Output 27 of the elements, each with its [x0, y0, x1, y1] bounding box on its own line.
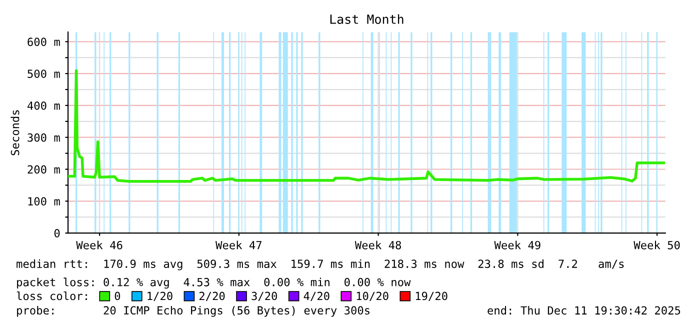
legend-label: 19/20 — [416, 292, 448, 302]
text: median rtt: 170.9 ms avg 509.3 ms max 159.7 ms min 218.3 ms now 23.8 ms sd 7.2 am/s — [16, 259, 624, 270]
y-axis-title: Seconds — [10, 110, 20, 156]
x-tick-label: Week 46 — [76, 240, 122, 250]
legend-title: loss color: — [16, 292, 87, 300]
legend-label: 2/20 — [199, 292, 225, 302]
x-tick-label: Week 48 — [354, 240, 402, 250]
x-tick-label: Week 47 — [216, 240, 262, 250]
y-tick-label: 0 — [54, 229, 60, 238]
y-tick-label: 500 m — [28, 70, 60, 78]
legend-label: 3/20 — [252, 292, 277, 302]
y-tick-label: 300 m — [28, 133, 60, 142]
legend-label: 4/20 — [304, 292, 330, 302]
y-tick-label: 600 m — [28, 38, 60, 46]
y-tick-label: 200 m — [28, 165, 60, 174]
chart-title: Last Month — [330, 14, 404, 24]
y-tick-label: 100 m — [28, 197, 60, 206]
legend-label: 10/20 — [356, 292, 388, 302]
y-tick-label: 400 m — [27, 101, 60, 110]
text: end: Thu Dec 11 19:30:42 2025 — [488, 306, 680, 315]
legend-label: 1/20 — [148, 292, 172, 302]
x-tick-label: Week 50 — [634, 240, 680, 250]
text: packet loss: 0.12 % avg 4.53 % max 0.00 % min 0.00 % now — [17, 278, 411, 289]
line-series — [68, 69, 666, 183]
legend-label: 0 — [114, 292, 120, 300]
x-tick-label: Week 49 — [494, 240, 540, 250]
text: probe: 20 ICMP Echo Pings (56 Bytes) every 300s — [17, 306, 370, 317]
